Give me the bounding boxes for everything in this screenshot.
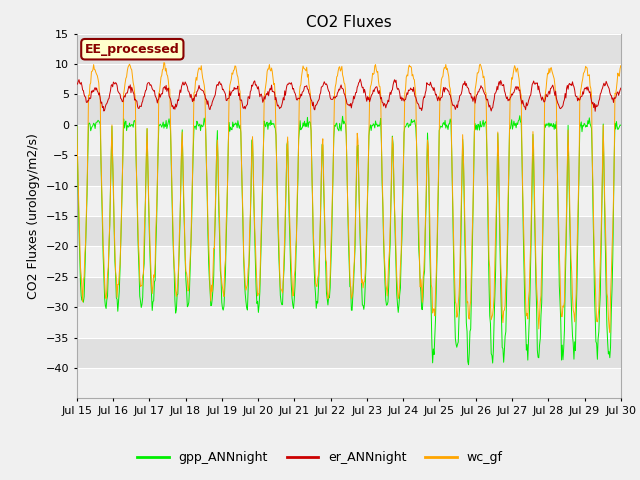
er_ANNnight xyxy=(591,108,599,114)
er_ANNnight xyxy=(149,87,157,93)
wc_gf xyxy=(464,299,472,305)
gpp_ANNnight xyxy=(516,113,524,119)
wc_gf xyxy=(160,60,168,65)
wc_gf xyxy=(606,329,614,335)
Bar xyxy=(77,64,621,95)
wc_gf xyxy=(75,209,83,215)
Bar xyxy=(77,246,621,277)
Bar xyxy=(77,277,621,307)
Bar xyxy=(77,125,621,155)
er_ANNnight xyxy=(477,83,484,88)
Bar xyxy=(77,337,621,368)
gpp_ANNnight xyxy=(305,120,313,126)
Text: EE_processed: EE_processed xyxy=(85,43,180,56)
er_ANNnight xyxy=(305,90,313,96)
Bar xyxy=(77,186,621,216)
wc_gf xyxy=(617,63,625,69)
gpp_ANNnight xyxy=(477,124,484,130)
gpp_ANNnight xyxy=(465,362,472,368)
wc_gf xyxy=(477,63,484,69)
Legend: gpp_ANNnight, er_ANNnight, wc_gf: gpp_ANNnight, er_ANNnight, wc_gf xyxy=(132,446,508,469)
gpp_ANNnight xyxy=(73,123,81,129)
er_ANNnight xyxy=(617,85,625,91)
Bar xyxy=(77,307,621,337)
gpp_ANNnight xyxy=(75,226,83,231)
wc_gf xyxy=(149,283,157,289)
er_ANNnight xyxy=(326,89,333,95)
wc_gf xyxy=(306,86,314,92)
er_ANNnight xyxy=(356,76,364,82)
er_ANNnight xyxy=(73,82,81,87)
gpp_ANNnight xyxy=(617,122,625,128)
Bar xyxy=(77,155,621,186)
er_ANNnight xyxy=(464,85,472,91)
Bar xyxy=(77,34,621,64)
er_ANNnight xyxy=(75,77,83,83)
Line: er_ANNnight: er_ANNnight xyxy=(77,79,621,111)
Bar xyxy=(77,95,621,125)
gpp_ANNnight xyxy=(463,328,471,334)
wc_gf xyxy=(73,124,81,130)
gpp_ANNnight xyxy=(326,295,333,301)
Line: wc_gf: wc_gf xyxy=(77,62,621,332)
Y-axis label: CO2 Fluxes (urology/m2/s): CO2 Fluxes (urology/m2/s) xyxy=(27,133,40,299)
Line: gpp_ANNnight: gpp_ANNnight xyxy=(77,116,621,365)
Title: CO2 Fluxes: CO2 Fluxes xyxy=(306,15,392,30)
gpp_ANNnight xyxy=(149,299,157,304)
Bar xyxy=(77,216,621,246)
wc_gf xyxy=(326,273,334,278)
